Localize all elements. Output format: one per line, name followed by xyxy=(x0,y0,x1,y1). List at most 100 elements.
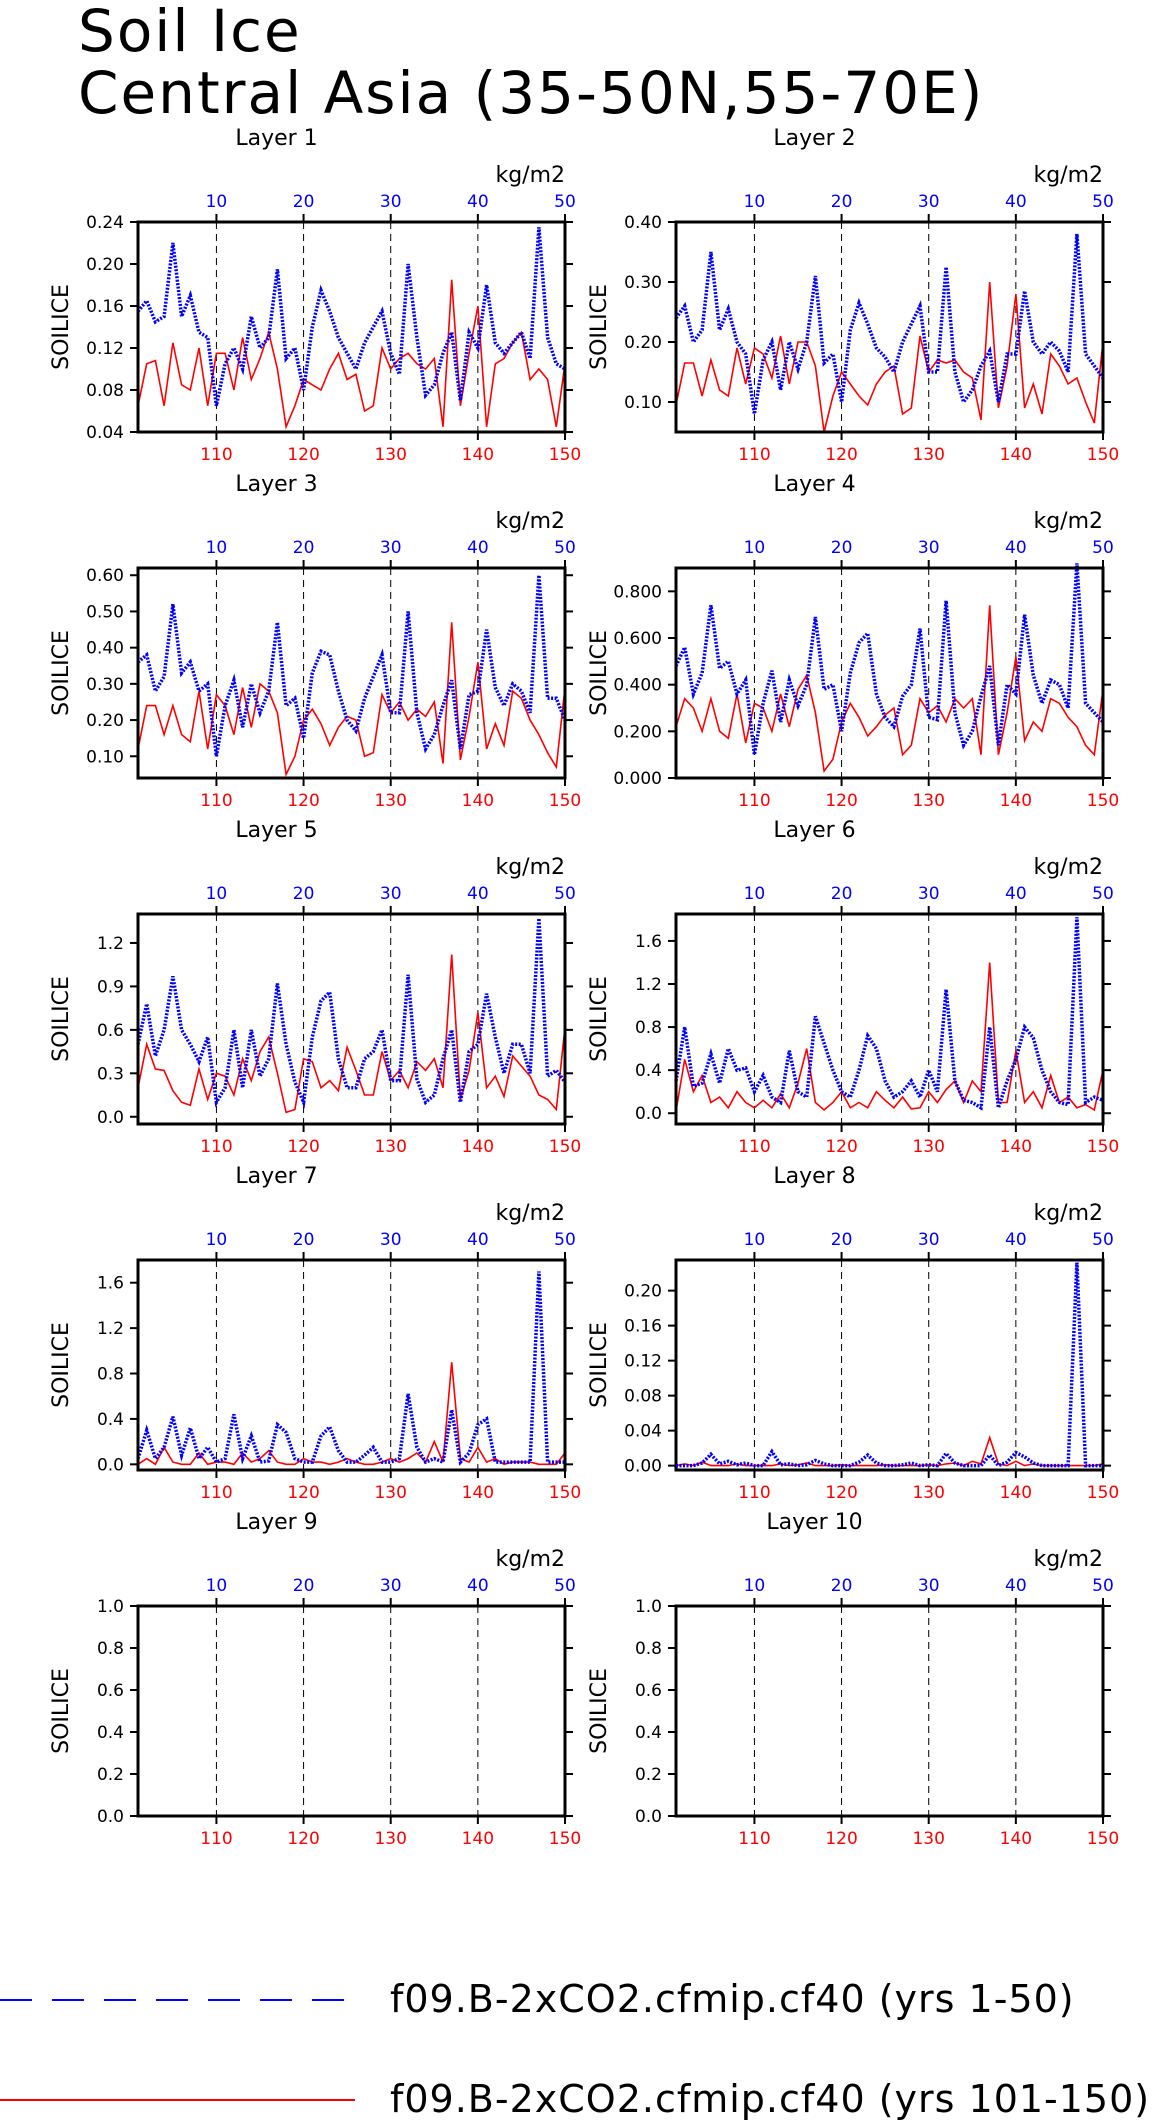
x-tick-label-bottom: 120 xyxy=(287,1137,319,1157)
series-1-50-line xyxy=(674,233,1105,415)
x-tick-label-top: 50 xyxy=(554,884,576,904)
series-101-150-line xyxy=(675,605,1104,774)
y-axis-label: SOILICE xyxy=(49,630,74,716)
y-tick-label: 0.04 xyxy=(624,1422,662,1442)
x-tick-label-top: 50 xyxy=(554,1576,576,1596)
y-tick-label: 0.12 xyxy=(86,339,124,359)
y-axis-label: SOILICE xyxy=(587,284,612,370)
y-axis-label: SOILICE xyxy=(587,1322,612,1408)
x-tick-label-top: 50 xyxy=(1092,192,1114,212)
series-1-50-line xyxy=(676,1262,1103,1468)
plot-frame xyxy=(674,566,1105,780)
units-label: kg/m2 xyxy=(1033,509,1103,534)
y-tick-label: 0.9 xyxy=(97,977,124,997)
legend-line-red xyxy=(0,2099,355,2101)
y-axis-label: SOILICE xyxy=(587,976,612,1062)
x-tick-label-top: 40 xyxy=(467,1230,489,1250)
x-tick-label-top: 30 xyxy=(918,884,940,904)
x-tick-label-top: 50 xyxy=(554,192,576,212)
y-tick-label: 0.4 xyxy=(635,1723,662,1743)
y-tick-label: 0.60 xyxy=(86,566,124,586)
y-tick-label: 0.20 xyxy=(624,1282,662,1302)
x-tick-label-top: 30 xyxy=(380,1576,402,1596)
plot-frame xyxy=(136,1258,567,1472)
y-tick-label: 0.400 xyxy=(613,676,662,696)
x-tick-label-bottom: 140 xyxy=(462,1483,494,1503)
y-tick-label: 1.6 xyxy=(635,932,662,952)
x-tick-label-bottom: 150 xyxy=(549,1829,581,1849)
y-tick-label: 0.24 xyxy=(86,213,124,233)
x-tick-label-top: 40 xyxy=(1005,884,1027,904)
y-tick-label: 1.2 xyxy=(635,975,662,995)
plot-frame xyxy=(136,1604,567,1818)
plot-frame xyxy=(674,1604,1105,1818)
x-tick-label-top: 20 xyxy=(831,192,853,212)
x-tick-label-top: 30 xyxy=(380,538,402,558)
y-tick-label: 1.2 xyxy=(97,934,124,954)
x-tick-label-bottom: 110 xyxy=(738,791,770,811)
x-tick-label-bottom: 130 xyxy=(912,445,944,465)
x-tick-label-top: 10 xyxy=(744,1230,766,1250)
y-tick-label: 0.8 xyxy=(635,1018,662,1038)
series-101-150-line xyxy=(675,281,1104,433)
x-tick-label-top: 10 xyxy=(206,884,228,904)
panel-title: Layer 8 xyxy=(773,1164,855,1189)
x-tick-label-top: 20 xyxy=(293,538,315,558)
x-tick-label-bottom: 120 xyxy=(287,791,319,811)
x-tick-label-bottom: 140 xyxy=(462,445,494,465)
y-tick-label: 0.12 xyxy=(624,1352,662,1372)
x-tick-label-top: 10 xyxy=(744,538,766,558)
x-tick-label-top: 50 xyxy=(554,538,576,558)
y-tick-label: 0.04 xyxy=(86,423,124,443)
y-tick-label: 0.20 xyxy=(86,711,124,731)
units-label: kg/m2 xyxy=(1033,163,1103,188)
x-tick-label-bottom: 150 xyxy=(1087,1483,1119,1503)
x-tick-label-bottom: 110 xyxy=(200,1829,232,1849)
x-tick-label-bottom: 130 xyxy=(374,1137,406,1157)
x-tick-label-top: 10 xyxy=(206,192,228,212)
y-tick-label: 0.20 xyxy=(624,333,662,353)
x-tick-label-bottom: 130 xyxy=(912,1483,944,1503)
x-tick-label-top: 10 xyxy=(744,884,766,904)
x-tick-label-bottom: 140 xyxy=(1000,1829,1032,1849)
series-1-50-line xyxy=(674,917,1104,1111)
x-tick-label-top: 30 xyxy=(380,1230,402,1250)
x-tick-label-bottom: 150 xyxy=(1087,791,1119,811)
y-tick-label: 0.4 xyxy=(97,1410,124,1430)
x-tick-label-bottom: 110 xyxy=(738,445,770,465)
panel-title: Layer 10 xyxy=(766,1510,862,1535)
units-label: kg/m2 xyxy=(1033,1201,1103,1226)
panel-title: Layer 2 xyxy=(773,126,855,151)
x-tick-label-top: 40 xyxy=(467,884,489,904)
x-tick-label-bottom: 150 xyxy=(549,445,581,465)
x-tick-label-bottom: 150 xyxy=(1087,1137,1119,1157)
y-tick-label: 1.2 xyxy=(97,1319,124,1339)
x-tick-label-top: 10 xyxy=(206,1576,228,1596)
series-1-50-line xyxy=(136,918,567,1109)
x-tick-label-top: 30 xyxy=(918,1230,940,1250)
y-tick-label: 1.6 xyxy=(97,1274,124,1294)
x-tick-label-bottom: 150 xyxy=(549,791,581,811)
x-tick-label-bottom: 130 xyxy=(374,791,406,811)
x-tick-label-top: 50 xyxy=(1092,1576,1114,1596)
x-tick-label-top: 30 xyxy=(918,1576,940,1596)
panel-title: Layer 1 xyxy=(235,126,317,151)
x-tick-label-top: 30 xyxy=(918,538,940,558)
x-tick-label-bottom: 150 xyxy=(549,1137,581,1157)
series-101-150-line xyxy=(137,954,566,1114)
y-tick-label: 0.8 xyxy=(635,1639,662,1659)
y-tick-label: 0.16 xyxy=(86,297,124,317)
figure-title-line2: Central Asia (35-50N,55-70E) xyxy=(78,59,985,127)
legend-label-blue: f09.B-2xCO2.cfmip.cf40 (yrs 1-50) xyxy=(390,1977,1075,2021)
units-label: kg/m2 xyxy=(495,163,565,188)
x-tick-label-bottom: 110 xyxy=(200,791,232,811)
y-tick-label: 0.8 xyxy=(97,1365,124,1385)
x-tick-label-bottom: 140 xyxy=(462,791,494,811)
x-tick-label-top: 50 xyxy=(1092,884,1114,904)
units-label: kg/m2 xyxy=(495,1547,565,1572)
panel-title: Layer 4 xyxy=(773,472,855,497)
x-tick-label-bottom: 120 xyxy=(287,445,319,465)
y-tick-label: 0.08 xyxy=(624,1387,662,1407)
y-tick-label: 0.800 xyxy=(613,582,662,602)
